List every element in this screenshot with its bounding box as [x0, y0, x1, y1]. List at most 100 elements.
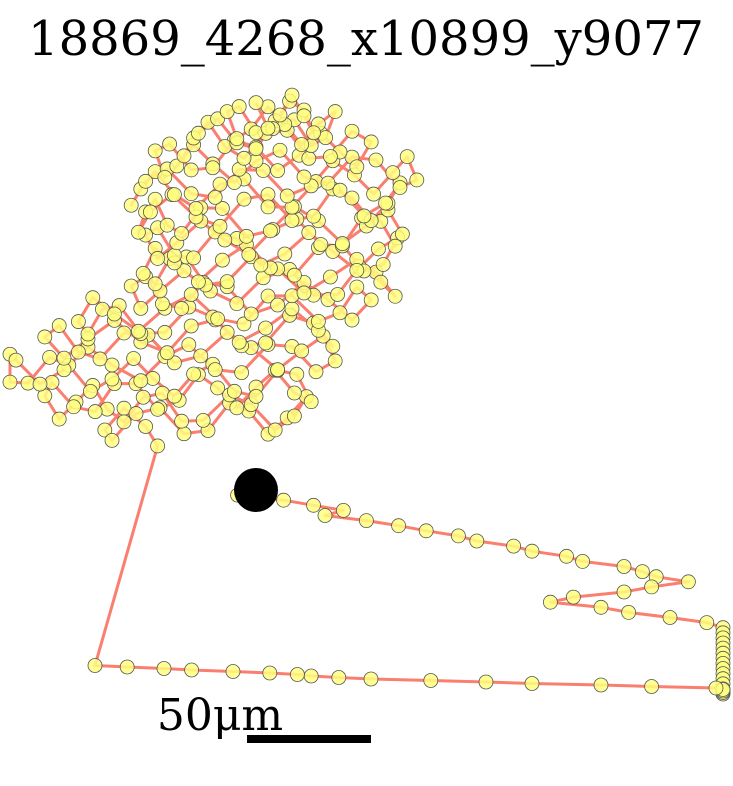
- track-point: [107, 306, 122, 322]
- track-point: [176, 426, 192, 442]
- track-point: [296, 285, 312, 301]
- track-point: [195, 412, 211, 428]
- track-point: [186, 250, 202, 266]
- track-point: [176, 148, 192, 164]
- track-point: [373, 274, 389, 290]
- track-point: [286, 408, 302, 424]
- track-point: [162, 136, 178, 152]
- track-point: [391, 518, 407, 534]
- track-point: [363, 134, 379, 150]
- track-point: [331, 670, 347, 685]
- track-point: [267, 422, 283, 438]
- track-point: [366, 186, 382, 202]
- track-point: [478, 674, 494, 690]
- track-point: [104, 371, 120, 387]
- track-point: [166, 355, 182, 371]
- track-point: [193, 348, 209, 364]
- track-point: [258, 335, 274, 351]
- track-point: [119, 659, 135, 675]
- track-point: [272, 107, 288, 123]
- track-point: [559, 548, 574, 564]
- track-point: [616, 584, 632, 600]
- track-point: [156, 661, 172, 676]
- track-point: [332, 305, 348, 321]
- track-point: [306, 208, 322, 224]
- track-point: [145, 371, 161, 386]
- track-point: [2, 374, 18, 390]
- track-point: [142, 204, 158, 220]
- track-point: [130, 224, 146, 240]
- track-point: [258, 320, 274, 336]
- track-point: [276, 492, 292, 508]
- track-point: [71, 314, 86, 329]
- track-point: [363, 292, 379, 308]
- track-point: [154, 296, 170, 312]
- track-point: [37, 329, 53, 345]
- track-point: [524, 543, 540, 559]
- track-point: [301, 150, 317, 166]
- track-point: [418, 523, 434, 539]
- track-point: [270, 163, 286, 179]
- track-point: [51, 318, 67, 333]
- track-point: [87, 404, 103, 419]
- origin-marker: [234, 468, 278, 512]
- track-point: [344, 312, 360, 328]
- track-point: [97, 422, 113, 438]
- track-point: [349, 159, 365, 175]
- track-point: [356, 208, 372, 224]
- track-point: [207, 189, 223, 205]
- track-point: [188, 201, 204, 216]
- track-point: [229, 131, 245, 147]
- track-point: [363, 671, 379, 687]
- track-point: [135, 266, 151, 281]
- track-point: [708, 680, 724, 696]
- track-point: [306, 125, 322, 141]
- track-point: [387, 238, 403, 254]
- track-point: [229, 400, 245, 416]
- track-point: [450, 528, 466, 544]
- track-point: [543, 594, 558, 610]
- track-point: [699, 615, 715, 630]
- track-point: [344, 190, 360, 206]
- track-point: [260, 288, 276, 304]
- track-point: [593, 599, 609, 615]
- track-point: [174, 413, 190, 429]
- cell-track: [2, 87, 731, 702]
- track-point: [387, 288, 403, 304]
- track-point: [135, 389, 151, 405]
- track-point: [262, 665, 278, 681]
- track-point: [150, 438, 166, 454]
- track-point: [126, 351, 142, 366]
- track-point: [506, 538, 521, 554]
- track-point: [469, 533, 485, 549]
- track-point: [308, 364, 324, 380]
- track-point: [296, 108, 312, 124]
- track-point: [306, 497, 321, 513]
- track-point: [157, 169, 173, 185]
- track-point: [123, 278, 139, 294]
- track-point: [166, 247, 182, 263]
- track-point: [248, 388, 264, 404]
- track-point: [409, 172, 425, 188]
- track-point: [219, 274, 235, 290]
- track-point: [157, 325, 173, 340]
- track-point: [166, 388, 182, 404]
- track-point: [92, 351, 108, 367]
- plot-title: 18869_4268_x10899_y9077: [28, 11, 704, 67]
- track-point: [294, 343, 310, 359]
- track-point: [190, 274, 206, 290]
- track-point: [385, 165, 401, 180]
- track-point: [325, 338, 341, 354]
- track-point: [296, 169, 312, 185]
- track-point: [159, 217, 175, 233]
- track-point: [133, 300, 149, 316]
- track-point: [51, 411, 67, 427]
- track-point: [210, 380, 226, 396]
- scale-bar-label: 50μm: [157, 690, 283, 741]
- track-point: [116, 325, 132, 341]
- track-point: [184, 662, 200, 678]
- track-point: [169, 158, 185, 174]
- track-point: [159, 345, 175, 361]
- track-point: [375, 257, 391, 272]
